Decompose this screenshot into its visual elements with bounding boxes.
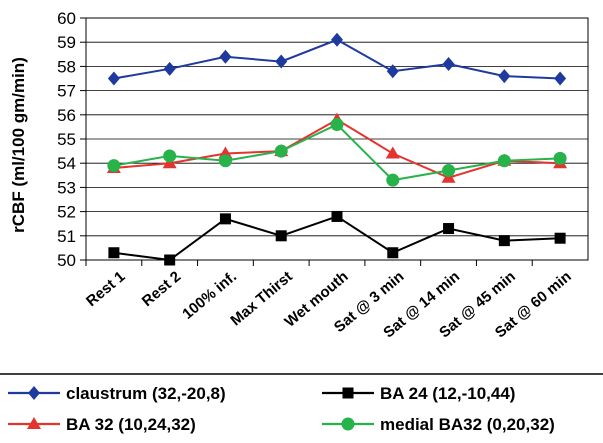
y-tick-label-10: 60 [57, 9, 76, 28]
y-axis-label: rCBF (ml/100 gm/min) [9, 57, 28, 233]
data-point-s1-2 [219, 213, 231, 225]
data-point-s0-7 [498, 69, 511, 84]
legend-marker-2 [27, 417, 41, 429]
data-point-s0-2 [219, 49, 232, 64]
y-tick-label-2: 52 [57, 203, 76, 222]
y-tick-label-7: 57 [57, 82, 76, 101]
legend-marker-1 [342, 387, 354, 399]
series-3 [107, 117, 567, 187]
data-point-s3-0 [107, 159, 121, 173]
y-tick-label-0: 50 [57, 251, 76, 270]
data-point-s3-5 [386, 173, 400, 187]
y-tick-label-6: 56 [57, 106, 76, 125]
x-tick-label-0: Rest 1 [83, 268, 128, 310]
series-0 [107, 32, 567, 86]
data-point-s3-7 [497, 154, 511, 168]
legend: claustrum (32,-20,8) BA 24 (12,-10,44) BA … [8, 384, 555, 434]
data-point-s0-6 [442, 56, 455, 71]
series-1 [108, 210, 566, 266]
data-point-s1-1 [164, 254, 176, 266]
legend-marker-0 [28, 386, 40, 400]
data-point-s1-6 [443, 223, 455, 235]
legend-item-3: medial BA32 (0,20,32) [322, 415, 555, 434]
plot-area [85, 17, 589, 261]
data-point-s0-5 [386, 64, 399, 79]
legend-item-2: BA 32 (10,24,32) [8, 415, 196, 434]
y-tick-label-8: 58 [57, 57, 76, 76]
y-tick-label-4: 54 [57, 154, 76, 173]
legend-label-1: BA 24 (12,-10,44) [380, 384, 515, 403]
data-point-s2-5 [385, 146, 400, 159]
data-point-s0-0 [107, 71, 120, 86]
gridlines [86, 17, 588, 261]
y-tick-label-3: 53 [57, 178, 76, 197]
data-point-s0-4 [331, 32, 343, 47]
legend-label-2: BA 32 (10,24,32) [66, 415, 196, 434]
y-tick-label-9: 59 [57, 33, 76, 52]
legend-marker-3 [341, 417, 355, 431]
data-point-s3-4 [330, 117, 344, 131]
legend-item-1: BA 24 (12,-10,44) [322, 384, 515, 403]
data-point-s0-1 [163, 61, 176, 76]
data-point-s1-4 [331, 210, 343, 222]
series-line-1 [113, 215, 561, 262]
data-point-s3-6 [442, 163, 456, 177]
data-point-s1-8 [554, 232, 566, 244]
data-point-s1-7 [498, 235, 510, 247]
legend-label-0: claustrum (32,-20,8) [66, 384, 226, 403]
legend-label-3: medial BA32 (0,20,32) [380, 415, 555, 434]
data-point-s0-3 [275, 54, 288, 69]
legend-item-0: claustrum (32,-20,8) [8, 384, 226, 403]
data-point-s3-8 [553, 151, 567, 165]
data-point-s3-2 [218, 154, 232, 168]
data-point-s1-3 [275, 230, 287, 242]
data-point-s1-5 [387, 247, 399, 259]
y-tick-label-1: 51 [57, 227, 76, 246]
series-group [106, 32, 568, 266]
series-line-3 [113, 123, 561, 182]
data-point-s0-8 [554, 71, 567, 86]
x-tick-label-1: Rest 2 [139, 268, 184, 310]
y-tick-labels: 50 51 52 53 54 55 56 57 58 59 60 [57, 9, 86, 270]
y-tick-label-5: 55 [57, 130, 76, 149]
data-point-s1-0 [108, 247, 120, 259]
data-point-s3-3 [274, 144, 288, 158]
data-point-s3-1 [163, 149, 177, 163]
